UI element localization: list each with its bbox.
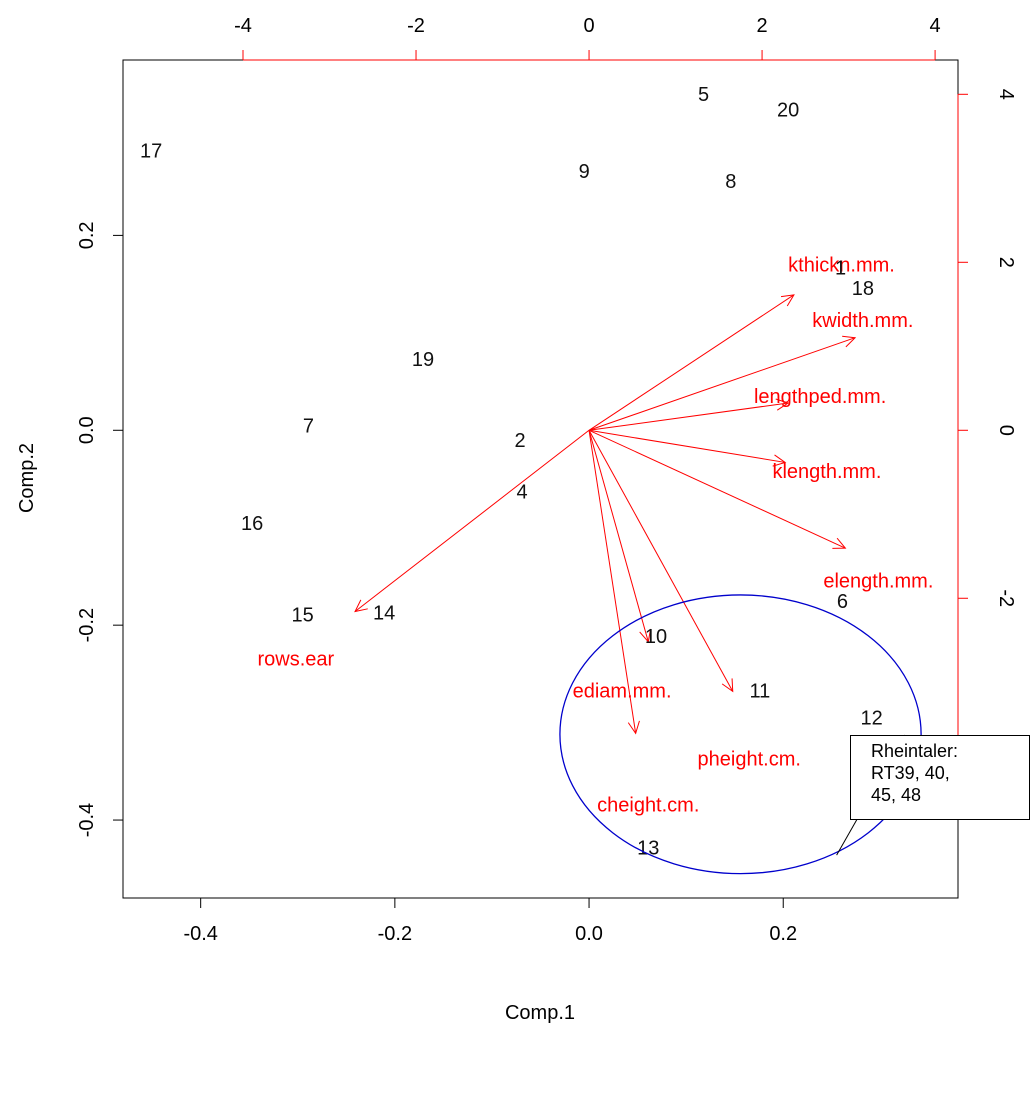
loading-arrowhead — [832, 537, 847, 549]
observation-label: 1 — [835, 258, 846, 280]
top-axis: -4 -2 0 2 4 — [234, 15, 941, 61]
loading-arrow — [588, 430, 637, 734]
loading-arrowhead — [354, 599, 368, 613]
right-tick-label: 4 — [995, 89, 1017, 100]
loading-label: pheight.cm. — [698, 749, 801, 771]
top-tick-label: 2 — [757, 15, 768, 37]
observation-label: 5 — [698, 84, 709, 106]
loading-arrow — [588, 337, 856, 431]
annotation-line: RT39, 40, — [871, 763, 950, 783]
loading-arrowhead — [639, 628, 652, 643]
y-tick-label: -0.2 — [76, 608, 98, 642]
annotation-line: Rheintaler: — [871, 741, 959, 761]
loading-label: ediam.mm. — [573, 680, 672, 702]
observation-label: 2 — [515, 430, 526, 452]
observation-label: 12 — [860, 708, 882, 730]
observation-label: 11 — [750, 680, 771, 702]
observation-label: 13 — [637, 837, 659, 859]
loading-label: lengthped.mm. — [754, 386, 886, 408]
observation-label: 18 — [852, 278, 874, 300]
loading-arrow — [588, 429, 786, 463]
loading-arrowhead — [842, 335, 857, 348]
left-axis: -0.4 -0.2 0.0 0.2 — [76, 221, 124, 837]
bottom-axis: -0.4 -0.2 0.0 0.2 — [183, 897, 797, 945]
observation-label: 15 — [291, 604, 313, 626]
loading-label: klength.mm. — [772, 461, 881, 483]
observation-label: 8 — [725, 171, 736, 193]
observation-label: 6 — [837, 591, 848, 613]
top-tick-label: 0 — [583, 15, 594, 37]
loading-label: kwidth.mm. — [812, 310, 913, 332]
observation-label: 16 — [241, 513, 263, 535]
y-tick-label: 0.2 — [76, 221, 98, 249]
observation-label: 10 — [645, 626, 667, 648]
x-tick-label: 0.0 — [575, 923, 603, 945]
y-tick-label: 0.0 — [76, 416, 98, 444]
loading-arrowhead — [627, 720, 640, 735]
right-tick-label: -2 — [995, 589, 1017, 607]
loading-arrow — [588, 294, 795, 431]
observation-label: 20 — [777, 100, 799, 122]
loading-arrowhead — [772, 454, 787, 467]
loading-arrows: kthickn.mm. kwidth.mm. lengthped.mm. klengt… — [257, 255, 933, 817]
observation-label: 19 — [412, 349, 434, 371]
x-tick-label: 0.2 — [769, 923, 797, 945]
observation-label: 4 — [516, 482, 527, 504]
top-tick-label: -2 — [407, 15, 425, 37]
x-tick-label: -0.4 — [183, 923, 217, 945]
loading-label: cheight.cm. — [597, 794, 699, 816]
loading-arrowhead — [721, 678, 734, 693]
observation-label: 9 — [579, 161, 590, 183]
loading-label: rows.ear — [257, 648, 334, 670]
top-tick-label: -4 — [234, 15, 252, 37]
loading-label: kthickn.mm. — [788, 255, 895, 277]
right-tick-label: 0 — [995, 425, 1017, 436]
loading-arrow — [588, 402, 789, 431]
y-tick-label: -0.4 — [76, 803, 98, 837]
y-axis-label: Comp.2 — [16, 443, 38, 513]
x-tick-label: -0.2 — [378, 923, 412, 945]
loading-arrow — [588, 430, 649, 642]
loading-arrowhead — [780, 294, 795, 307]
loading-arrowhead — [775, 398, 790, 411]
right-tick-label: 2 — [995, 257, 1017, 268]
top-tick-label: 4 — [930, 15, 941, 37]
loading-arrow — [588, 429, 846, 549]
x-axis-label: Comp.1 — [505, 1002, 575, 1024]
loading-arrow — [588, 430, 734, 692]
loading-arrow — [354, 429, 590, 612]
observation-label: 7 — [303, 415, 314, 437]
observation-label: 14 — [373, 602, 395, 624]
annotation-line: 45, 48 — [871, 785, 922, 805]
observation-label: 17 — [140, 141, 162, 163]
highlight-ellipse — [559, 594, 922, 875]
loading-label: elength.mm. — [823, 570, 933, 592]
annotation-box: Rheintaler: RT39, 40, 45, 48 — [850, 735, 1030, 820]
